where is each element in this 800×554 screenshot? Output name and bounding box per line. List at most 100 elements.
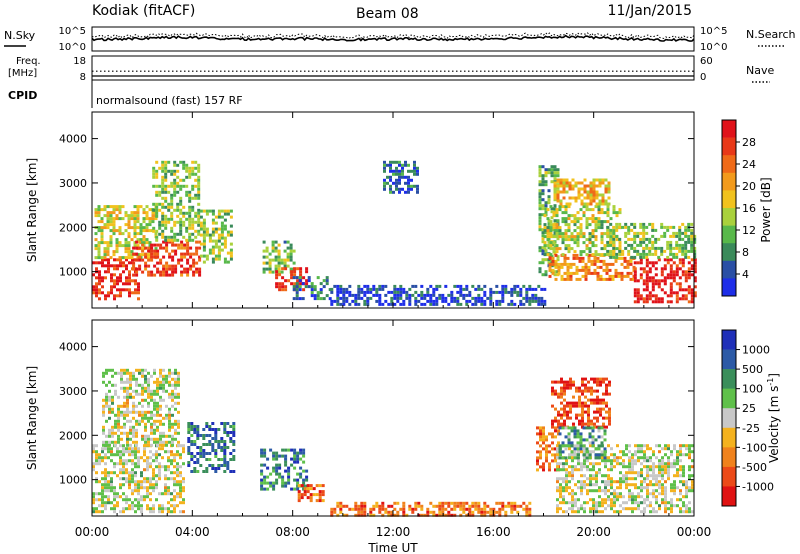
- heatmap-cell: [229, 215, 233, 219]
- heatmap-cell: [92, 468, 95, 472]
- heatmap-cell: [214, 257, 218, 261]
- heatmap-cell: [410, 169, 413, 173]
- heatmap-cell: [289, 258, 293, 262]
- heatmap-cell: [111, 398, 114, 402]
- heatmap-cell: [611, 277, 615, 281]
- heatmap-cell: [584, 274, 588, 278]
- heatmap-cell: [170, 450, 173, 454]
- heatmap-cell: [571, 477, 574, 481]
- heatmap-cell: [378, 293, 382, 297]
- heatmap-cell: [579, 223, 583, 227]
- heatmap-cell: [627, 252, 631, 256]
- heatmap-cell: [468, 510, 472, 514]
- heatmap-cell: [609, 243, 613, 247]
- heatmap-cell: [220, 449, 224, 452]
- heatmap-cell: [124, 229, 128, 233]
- heatmap-cell: [408, 504, 412, 508]
- heatmap-cell: [676, 450, 679, 454]
- heatmap-cell: [101, 285, 104, 289]
- heatmap-cell: [414, 299, 418, 303]
- heatmap-cell: [211, 437, 215, 440]
- heatmap-cell: [214, 455, 218, 458]
- heatmap-cell: [104, 294, 107, 298]
- heatmap-cell: [560, 262, 564, 266]
- heatmap-cell: [194, 196, 198, 200]
- heatmap-cell: [613, 510, 616, 514]
- heatmap-cell: [147, 380, 150, 384]
- heatmap-cell: [283, 240, 287, 244]
- heatmap-cell: [645, 252, 649, 256]
- heatmap-cell: [567, 226, 571, 230]
- heatmap-cell: [565, 471, 568, 475]
- heatmap-cell: [268, 264, 272, 268]
- heatmap-cell: [571, 498, 574, 502]
- heatmap-cell: [107, 498, 110, 502]
- heatmap-cell: [613, 456, 616, 460]
- heatmap-cell: [619, 510, 622, 514]
- heatmap-cell: [272, 481, 276, 485]
- heatmap-cell: [113, 285, 116, 289]
- heatmap-cell: [560, 380, 563, 384]
- heatmap-cell: [596, 407, 599, 411]
- noise-tick-right-bottom: 10^0: [700, 42, 727, 53]
- heatmap-cell: [381, 507, 385, 511]
- heatmap-cell: [299, 267, 303, 271]
- heatmap-cell: [387, 513, 391, 517]
- heatmap-cell: [629, 271, 633, 275]
- heatmap-cell: [313, 297, 317, 301]
- heatmap-cell: [348, 293, 352, 297]
- heatmap-cell: [642, 234, 646, 238]
- heatmap-cell: [176, 480, 179, 484]
- heatmap-cell: [592, 187, 596, 191]
- heatmap-cell: [199, 209, 203, 213]
- heatmap-cell: [658, 474, 661, 478]
- heatmap-cell: [618, 237, 622, 241]
- heatmap-cell: [608, 262, 612, 266]
- heatmap-cell: [310, 282, 314, 286]
- heatmap-cell: [381, 504, 385, 508]
- heatmap-cell: [660, 297, 664, 301]
- heatmap-cell: [574, 504, 577, 508]
- heatmap-cell: [450, 507, 454, 511]
- heatmap-cell: [113, 282, 116, 286]
- heatmap-cell: [180, 246, 184, 250]
- heatmap-cell: [610, 453, 613, 457]
- heatmap-cell: [534, 293, 538, 297]
- heatmap-cell: [669, 300, 673, 304]
- heatmap-cell: [584, 401, 587, 405]
- heatmap-cell: [622, 495, 625, 499]
- heatmap-cell: [132, 389, 135, 393]
- heatmap-cell: [657, 285, 661, 289]
- heatmap-cell: [459, 501, 463, 505]
- heatmap-cell: [673, 474, 676, 478]
- heatmap-cell: [119, 444, 122, 448]
- heatmap-cell: [177, 425, 180, 429]
- heatmap-cell: [220, 224, 224, 228]
- heatmap-cell: [223, 449, 227, 452]
- heatmap-cell: [185, 193, 189, 197]
- heatmap-cell: [633, 270, 637, 274]
- heatmap-cell: [211, 239, 215, 243]
- heatmap-cell: [199, 221, 203, 225]
- heatmap-cell: [95, 507, 98, 511]
- heatmap-cell: [202, 248, 206, 252]
- heatmap-cell: [669, 276, 673, 280]
- heatmap-cell: [642, 300, 646, 304]
- heatmap-cell: [564, 435, 568, 439]
- heatmap-cell: [390, 296, 394, 300]
- heatmap-cell: [612, 255, 616, 259]
- heatmap-cell: [580, 465, 583, 469]
- heatmap-cell: [604, 202, 608, 206]
- heatmap-cell: [95, 267, 98, 271]
- heatmap-cell: [92, 288, 95, 292]
- heatmap-cell: [655, 495, 658, 499]
- heatmap-cell: [676, 453, 679, 457]
- heatmap-cell: [339, 501, 343, 505]
- heatmap-cell: [684, 231, 688, 235]
- heatmap-cell: [110, 273, 113, 277]
- heatmap-cell: [569, 262, 573, 266]
- heatmap-cell: [688, 456, 691, 460]
- heatmap-cell: [357, 293, 361, 297]
- heatmap-cell: [595, 480, 598, 484]
- heatmap-cell: [669, 243, 673, 247]
